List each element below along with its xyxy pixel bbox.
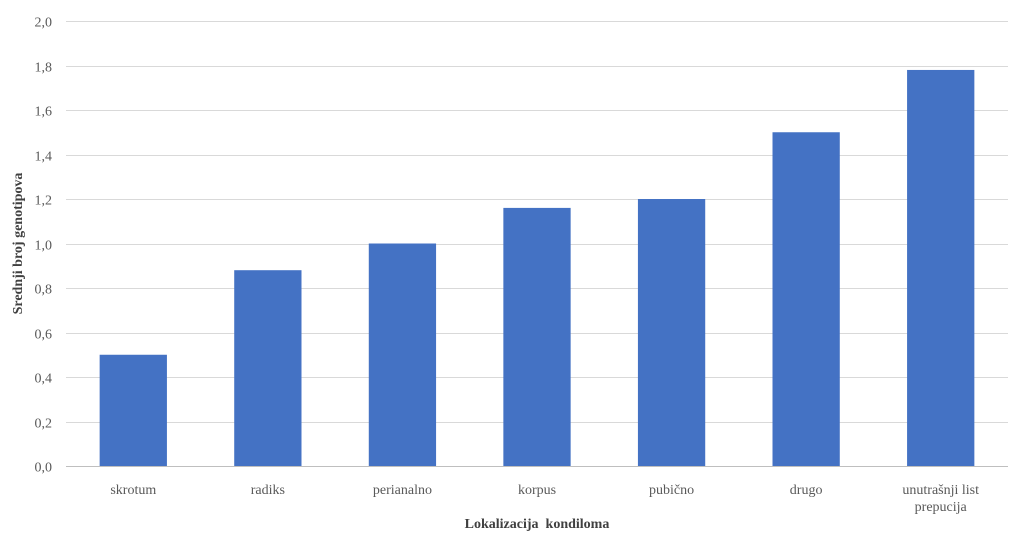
bar-skrotum (99, 354, 167, 466)
y-tick-label: 1,6 (35, 105, 53, 120)
x-tick-label: unutrašnji list prepucija (902, 483, 979, 515)
y-axis-ticks: 0,0 0,2 0,4 0,6 0,8 1,0 1,2 1,4 1,6 1,8 2,0 (35, 16, 53, 476)
y-tick-label: 0,4 (35, 372, 53, 387)
bar-drugo (772, 132, 840, 466)
x-tick-label: radiks (251, 483, 285, 498)
y-tick-label: 1,4 (35, 150, 53, 165)
x-tick-label: perianalno (373, 483, 432, 498)
x-tick-label: drugo (790, 483, 823, 498)
bars (99, 69, 975, 466)
x-axis-categories: skrotum radiks perianalno korpus pubično drug… (110, 483, 979, 515)
bar-unutrašnji-list-prepucija (907, 69, 975, 466)
x-tick-label: korpus (518, 483, 556, 498)
bar-korpus (503, 207, 571, 466)
y-tick-label: 2,0 (35, 16, 53, 31)
y-tick-label: 1,8 (35, 61, 53, 76)
x-tick-label: skrotum (110, 483, 156, 498)
bar-perianalno (368, 243, 437, 466)
y-axis-title: Srednji broj genotipova (11, 173, 26, 315)
bar-pubično (637, 199, 706, 466)
y-tick-label: 0,6 (35, 328, 53, 343)
bar-radiks (234, 270, 302, 466)
x-axis-title: Lokalizacija kondiloma (465, 517, 610, 532)
y-tick-label: 0,8 (35, 283, 53, 298)
y-tick-label: 1,2 (35, 194, 53, 209)
y-tick-label: 1,0 (35, 239, 53, 254)
y-tick-label: 0,2 (35, 417, 53, 432)
y-tick-label: 0,0 (35, 461, 53, 476)
x-tick-label: pubično (649, 483, 694, 498)
